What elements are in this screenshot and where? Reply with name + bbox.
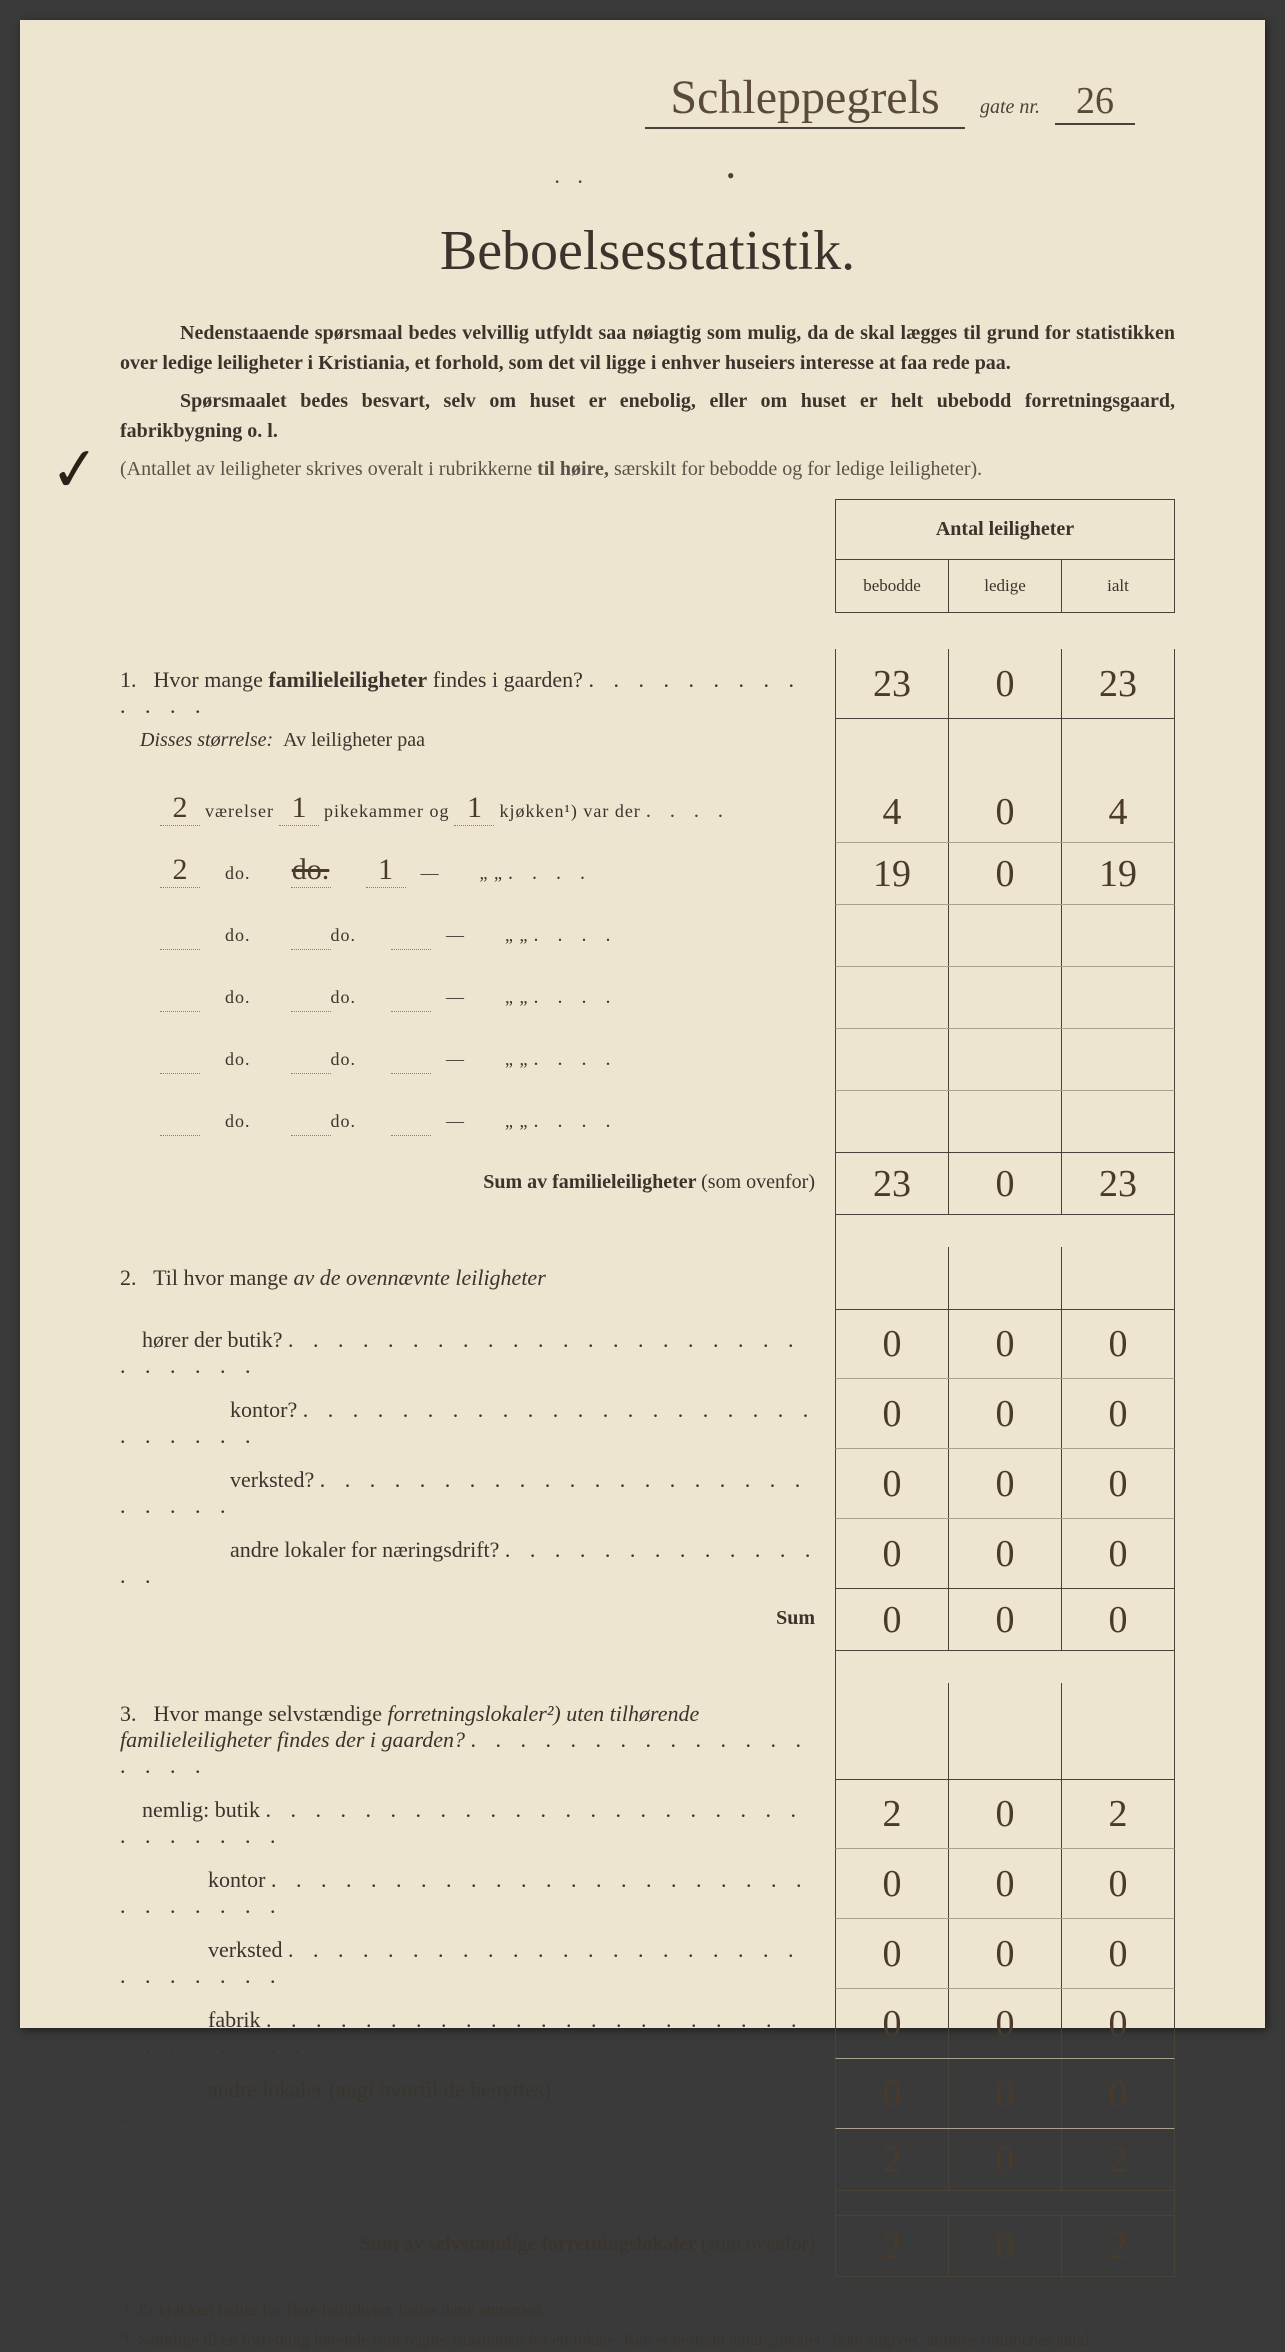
q1-subtitle-row: Disses størrelse: Av leiligheter paa xyxy=(120,719,1175,781)
footnote-2: ²)Samtlige til én forretning hørende rum… xyxy=(120,2327,1175,2352)
q3-row-4: andre lokaler (angi hvortil de benyttes)… xyxy=(120,2059,1175,2129)
footnote-1: ¹)Er kjøkken fælles for flere leilighete… xyxy=(120,2297,1175,2323)
intro-p2: Spørsmaalet bedes besvart, selv om huset… xyxy=(120,386,1175,446)
q1-size-row-5: do. do. — „ „ . . . . xyxy=(120,1091,1175,1153)
q3-title-row: 3. Hvor mange selvstændige forretningslo… xyxy=(120,1683,1175,1779)
col-ledige: ledige xyxy=(949,560,1062,612)
q2-sum-row: Sum 000 xyxy=(120,1589,1175,1651)
document-page: ✓ Schleppegrels gate nr. 26 . . • Beboel… xyxy=(20,20,1265,2028)
intro-p1: Nedenstaaende spørsmaal bedes velvillig … xyxy=(120,318,1175,378)
q1-ialt: 23 xyxy=(1062,649,1174,718)
q1-ledige: 0 xyxy=(949,649,1062,718)
q1-size-row-2: do. do. — „ „ . . . . xyxy=(120,905,1175,967)
q1-sum-row: Sum av familieleiligheter (som ovenfor) … xyxy=(120,1153,1175,1215)
intro-p3: (Antallet av leiligheter skrives overalt… xyxy=(120,454,1175,484)
checkmark-annotation: ✓ xyxy=(47,433,103,507)
col-ialt: ialt xyxy=(1062,560,1174,612)
street-name: Schleppegrels xyxy=(645,70,965,129)
q1-subtitle: Disses størrelse: Av leiligheter paa xyxy=(120,719,835,752)
q2-row-3: andre lokaler for næringsdrift? . . . . … xyxy=(120,1519,1175,1589)
q3-sum-row: Sum av selvstændige forretningslokaler (… xyxy=(120,2215,1175,2277)
q1-size-row-1: 2 do. do. 1 — „ „ . . . . 19019 xyxy=(120,843,1175,905)
document-title: Beboelsesstatistik. xyxy=(120,219,1175,283)
header-line: Schleppegrels gate nr. 26 xyxy=(120,70,1175,129)
spacer-3 xyxy=(835,2191,1175,2215)
q2-row-0: hører der butik? . . . . . . . . . . . .… xyxy=(120,1309,1175,1379)
footnotes: ¹)Er kjøkken fælles for flere leilighete… xyxy=(120,2297,1175,2352)
q1-bebodde: 23 xyxy=(836,649,949,718)
decorative-dots: . . • xyxy=(120,163,1175,189)
q1-text: 1. Hvor mange familieleiligheter findes … xyxy=(120,649,835,719)
table-header-title: Antal leiligheter xyxy=(835,499,1175,559)
q1-row: 1. Hvor mange familieleiligheter findes … xyxy=(120,649,1175,719)
q2-title-row: 2. Til hvor mange av de ovennævnte leili… xyxy=(120,1247,1175,1309)
q3-row-2: verksted . . . . . . . . . . . . . . . .… xyxy=(120,1919,1175,1989)
q3-row-1: kontor . . . . . . . . . . . . . . . . .… xyxy=(120,1849,1175,1919)
spacer-1 xyxy=(835,1215,1175,1247)
q1-size-row-4: do. do. — „ „ . . . . xyxy=(120,1029,1175,1091)
col-bebodde: bebodde xyxy=(836,560,949,612)
q1-size-row-0: 2 værelser 1 pikekammer og 1 kjøkken¹) v… xyxy=(120,781,1175,843)
spacer-2 xyxy=(835,1651,1175,1683)
q1-cells: 23 0 23 xyxy=(835,649,1175,719)
gate-number: 26 xyxy=(1055,79,1135,125)
q2-row-2: verksted? . . . . . . . . . . . . . . . … xyxy=(120,1449,1175,1519)
content-area: Antal leiligheter bebodde ledige ialt 1.… xyxy=(120,509,1175,2277)
q1-size-row-3: do. do. — „ „ . . . . xyxy=(120,967,1175,1029)
q3-row-0: nemlig: butik . . . . . . . . . . . . . … xyxy=(120,1779,1175,1849)
q2-row-1: kontor? . . . . . . . . . . . . . . . . … xyxy=(120,1379,1175,1449)
q3-row-3: fabrik . . . . . . . . . . . . . . . . .… xyxy=(120,1989,1175,2059)
table-subheaders: bebodde ledige ialt xyxy=(835,559,1175,613)
gate-label: gate nr. xyxy=(980,96,1040,119)
q3-row-5: 202 xyxy=(120,2129,1175,2191)
table-header: Antal leiligheter bebodde ledige ialt xyxy=(835,499,1175,613)
